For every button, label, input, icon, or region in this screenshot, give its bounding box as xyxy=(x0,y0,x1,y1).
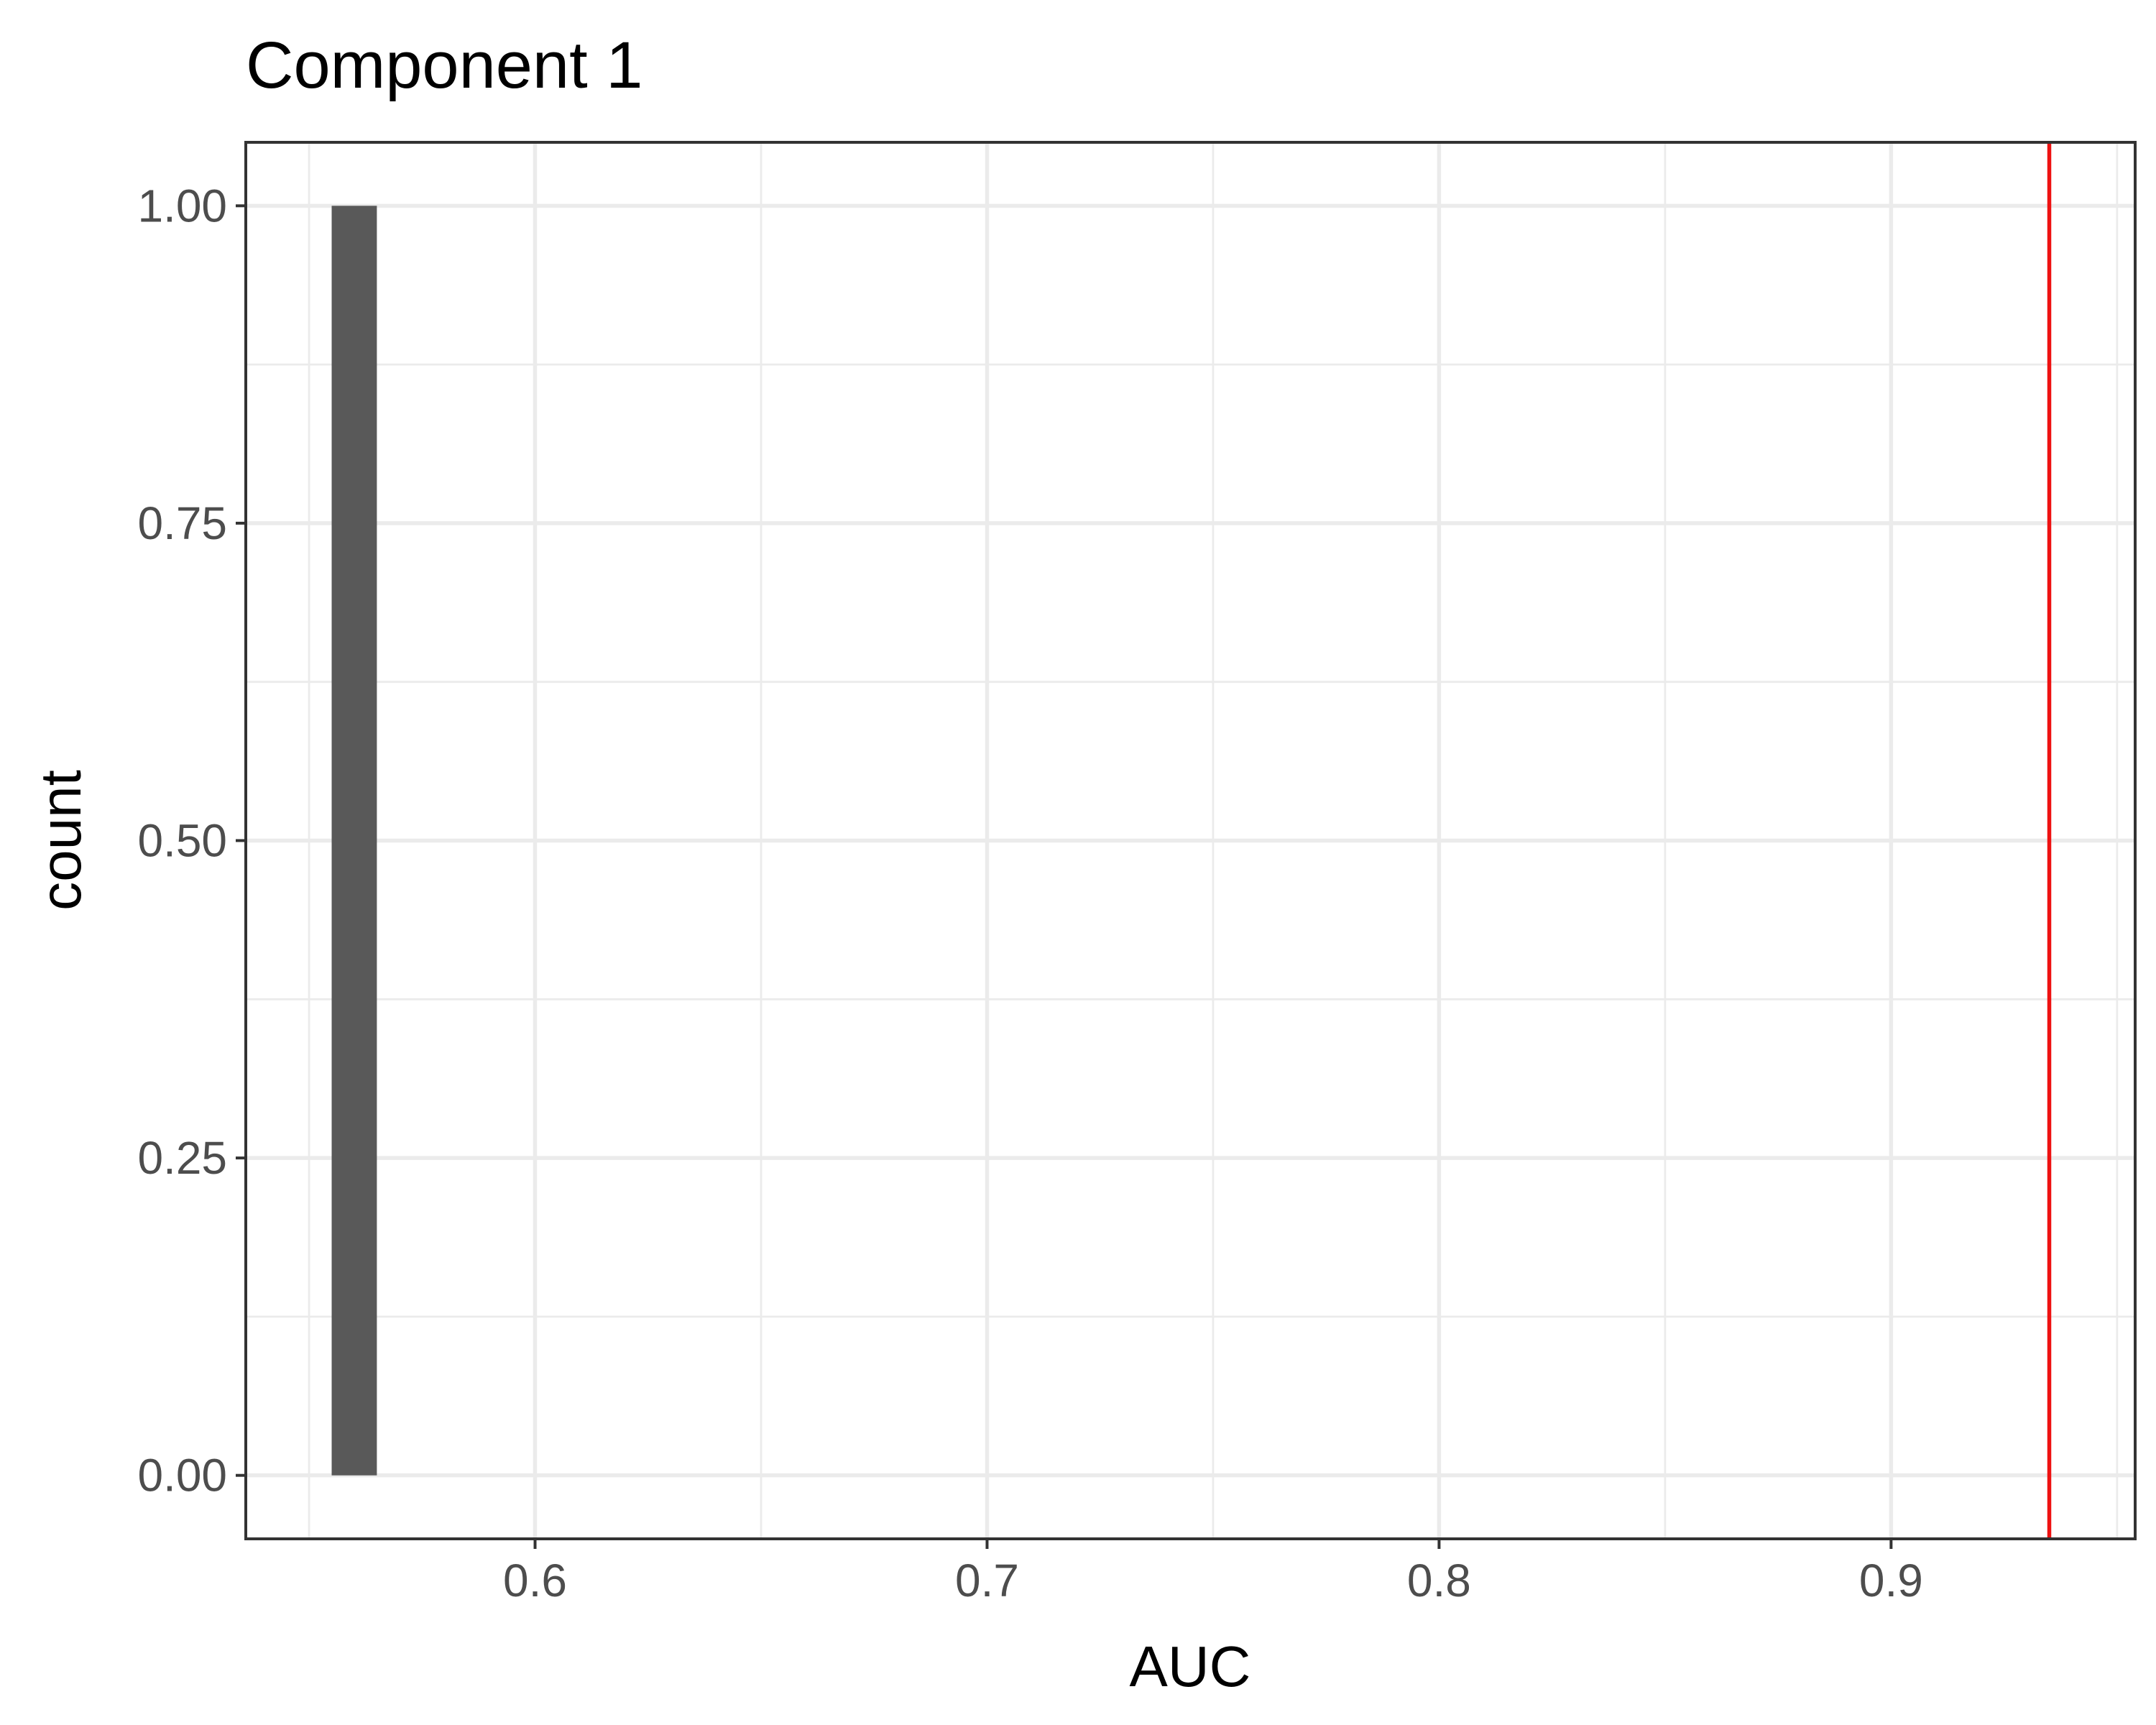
y-tick-label: 0.75 xyxy=(137,497,227,549)
x-tick-label: 0.8 xyxy=(1407,1555,1471,1606)
x-tick-label: 0.7 xyxy=(955,1555,1019,1606)
bars-layer xyxy=(331,206,377,1476)
x-axis: 0.6 0.7 0.8 0.9 xyxy=(503,1539,1923,1606)
x-tick-label: 0.9 xyxy=(1859,1555,1923,1606)
grid-layer xyxy=(246,142,2135,1539)
x-axis-title: AUC xyxy=(1130,1634,1251,1698)
y-tick-label: 0.00 xyxy=(137,1450,227,1501)
y-axis: 0.00 0.25 0.50 0.75 1.00 xyxy=(137,180,246,1501)
y-tick-label: 0.50 xyxy=(137,815,227,867)
x-tick-label: 0.6 xyxy=(503,1555,567,1606)
y-axis-title: count xyxy=(29,770,93,911)
chart-title: Component 1 xyxy=(246,29,642,102)
y-tick-label: 0.25 xyxy=(137,1132,227,1184)
histogram-bar xyxy=(331,206,377,1476)
y-tick-label: 1.00 xyxy=(137,180,227,231)
